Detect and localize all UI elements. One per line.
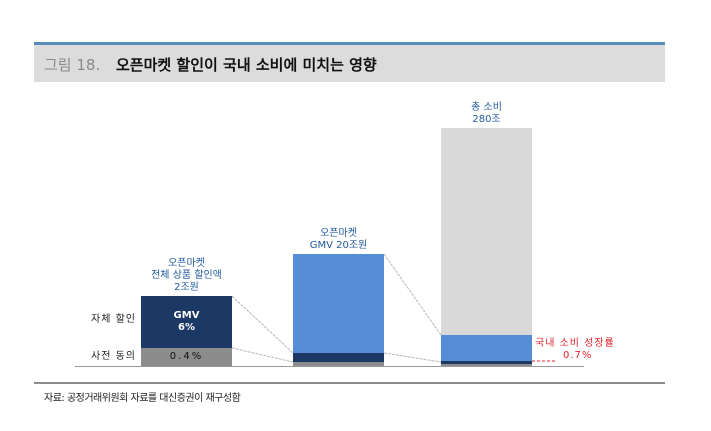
growth-rate-label: 국내 소비 성장률 0.7% bbox=[535, 338, 615, 361]
bar2-title: 오픈마켓 GMV 20조원 bbox=[309, 228, 368, 251]
bar1-prior-label: 0.4% bbox=[169, 351, 204, 362]
chart-baseline bbox=[75, 366, 584, 367]
bar1-self-discount bbox=[141, 296, 232, 348]
bar3-title: 총 소비 280조 bbox=[471, 102, 502, 125]
figure-number: 그림 18. bbox=[44, 56, 101, 74]
bar3-self-discount bbox=[441, 361, 532, 364]
bar1-prior-consent bbox=[141, 348, 232, 366]
row-label-prior-consent: 사전 동의 bbox=[91, 351, 136, 362]
bar3-gmv bbox=[441, 335, 532, 361]
bar1-gmv-label: GMV 6% bbox=[173, 310, 200, 333]
source-note: 자료: 공정거래위원회 자료를 대신증권이 재구성함 bbox=[44, 393, 241, 404]
bar3-prior-consent bbox=[441, 364, 532, 366]
bar1-title: 오픈마켓 전체 상품 할인액 2조원 bbox=[151, 258, 222, 293]
footer-divider bbox=[34, 382, 665, 384]
bar3-total-consumption bbox=[441, 128, 532, 335]
bar2-self-discount bbox=[293, 353, 384, 362]
figure-header: 그림 18. 오픈마켓 할인이 국내 소비에 미치는 영향 bbox=[34, 42, 665, 82]
figure-title: 오픈마켓 할인이 국내 소비에 미치는 영향 bbox=[116, 56, 377, 74]
bar2-gmv bbox=[293, 254, 384, 353]
row-label-self-discount: 자체 할인 bbox=[91, 314, 136, 325]
bar2-prior-consent bbox=[293, 362, 384, 366]
